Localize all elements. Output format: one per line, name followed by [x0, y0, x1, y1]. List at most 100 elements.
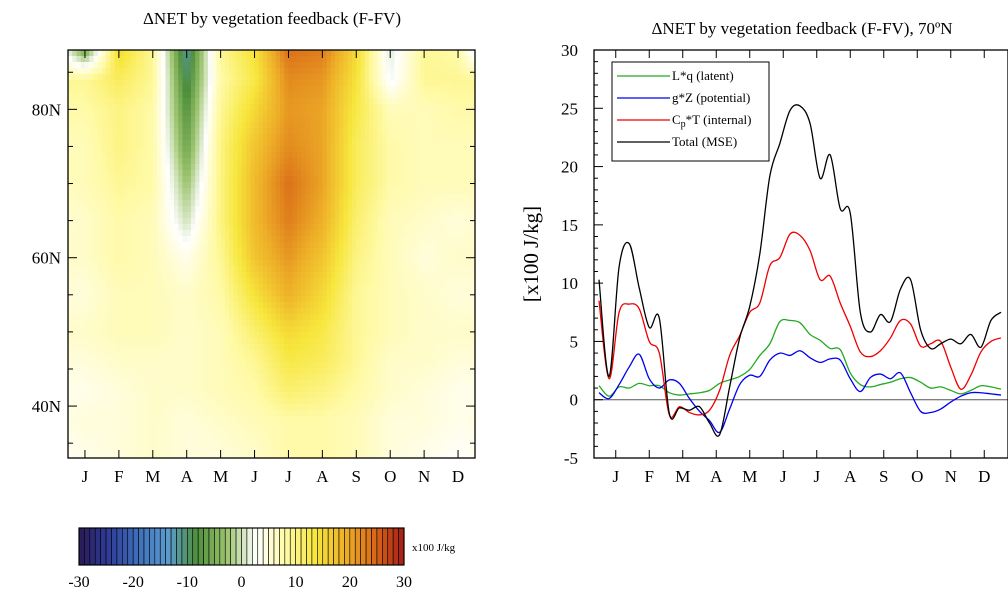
heatmap-cell [322, 194, 328, 201]
heatmap-cell [449, 158, 455, 165]
heatmap-cell [436, 296, 442, 303]
heatmap-cell [101, 218, 107, 225]
heatmap-cell [237, 356, 243, 363]
heatmap-cell [301, 344, 307, 351]
heatmap-cell [279, 236, 285, 243]
heatmap-cell [80, 206, 86, 213]
heatmap-cell [207, 326, 213, 333]
heatmap-cell [263, 266, 268, 273]
heatmap-cell [118, 314, 124, 321]
heatmap-cell [424, 284, 429, 291]
heatmap-cell [233, 170, 239, 177]
heatmap-cell [288, 254, 294, 261]
heatmap-cell [296, 170, 302, 177]
heatmap-cell [428, 290, 434, 297]
heatmap-cell [419, 152, 425, 159]
heatmap-cell [84, 104, 90, 111]
heatmap-cell [343, 134, 349, 141]
heatmap-cell [449, 188, 455, 195]
heatmap-cell [203, 176, 209, 183]
heatmap-cell [182, 92, 188, 99]
heatmap-cell [165, 68, 171, 75]
heatmap-cell [233, 80, 239, 87]
heatmap-cell [330, 146, 336, 153]
heatmap-cell [123, 332, 128, 339]
heatmap-cell [313, 284, 319, 291]
heatmap-cell [424, 314, 429, 321]
heatmap-cell [267, 242, 273, 249]
heatmap-cell [212, 170, 217, 177]
heatmap-cell [284, 176, 290, 183]
heatmap-cell [326, 350, 332, 357]
heatmap-cell [263, 74, 268, 81]
heatmap-cell [135, 260, 141, 267]
heatmap-cell [284, 182, 290, 189]
heatmap-cell [441, 296, 446, 303]
heatmap-cell [441, 110, 446, 117]
heatmap-cell [93, 356, 99, 363]
heatmap-cell [199, 356, 205, 363]
heatmap-cell [241, 344, 247, 351]
heatmap-cell [148, 158, 154, 165]
heatmap-cell [246, 320, 251, 327]
heatmap-cell [72, 266, 78, 273]
heatmap-cell [352, 200, 357, 207]
heatmap-cell [292, 278, 298, 285]
heatmap-cell [220, 218, 226, 225]
heatmap-cell [309, 212, 315, 219]
heatmap-cell [318, 314, 323, 321]
heatmap-cell [258, 326, 264, 333]
heatmap-cell [466, 122, 472, 129]
heatmap-cell [254, 212, 260, 219]
heatmap-cell [199, 134, 205, 141]
heatmap-cell [292, 224, 298, 231]
heatmap-cell [390, 254, 396, 261]
heatmap-cell [292, 308, 298, 315]
heatmap-cell [309, 86, 315, 93]
heatmap-cell [212, 116, 217, 123]
heatmap-cell [199, 230, 205, 237]
heatmap-cell [313, 320, 319, 327]
heatmap-cell [237, 206, 243, 213]
heatmap-cell [207, 320, 213, 327]
heatmap-cell [390, 50, 396, 57]
heatmap-cell [436, 272, 442, 279]
heatmap-cell [148, 290, 154, 297]
heatmap-cell [114, 188, 120, 195]
heatmap-cell [288, 128, 294, 135]
heatmap-cell [89, 110, 95, 117]
heatmap-cell [131, 50, 137, 57]
heatmap-cell [432, 110, 438, 117]
heatmap-cell [229, 326, 234, 333]
heatmap-cell [330, 170, 336, 177]
heatmap-cell [157, 338, 162, 345]
heatmap-cell [203, 92, 209, 99]
heatmap-cell [182, 266, 188, 273]
heatmap-cell [330, 62, 336, 69]
heatmap-cell [165, 50, 171, 57]
heatmap-cell [233, 320, 239, 327]
heatmap-cell [169, 326, 175, 333]
heatmap-cell [453, 164, 459, 171]
heatmap-cell [250, 80, 256, 87]
heatmap-cell [432, 98, 438, 105]
heatmap-cell [182, 68, 188, 75]
heatmap-cell [407, 200, 413, 207]
heatmap-cell [89, 254, 95, 261]
heatmap-cell [292, 272, 298, 279]
heatmap-cell [178, 170, 184, 177]
heatmap-cell [292, 314, 298, 321]
heatmap-cell [80, 158, 86, 165]
heatmap-cell [246, 176, 251, 183]
heatmap-cell [89, 266, 95, 273]
heatmap-cell [237, 194, 243, 201]
heatmap-cell [190, 302, 196, 309]
heatmap-cell [445, 314, 451, 321]
heatmap-cell [127, 68, 133, 75]
heatmap-cell [186, 230, 192, 237]
heatmap-cell [220, 350, 226, 357]
heatmap-cell [80, 218, 86, 225]
heatmap-cell [335, 50, 340, 57]
heatmap-cell [432, 266, 438, 273]
heatmap-cell [212, 332, 217, 339]
